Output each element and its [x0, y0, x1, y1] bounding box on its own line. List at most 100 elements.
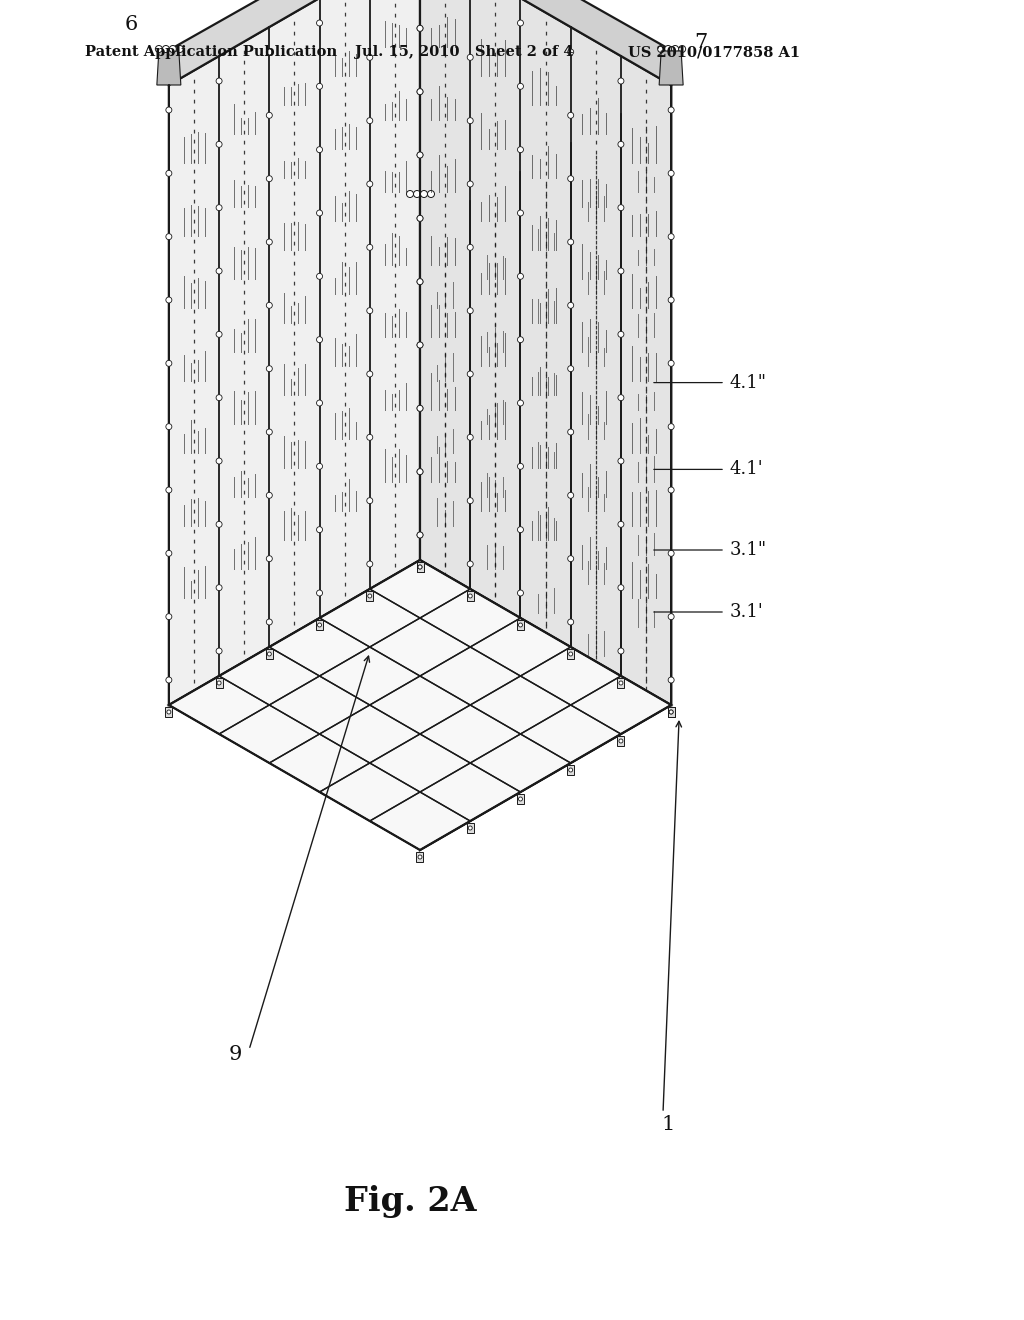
Circle shape — [617, 268, 624, 275]
Circle shape — [421, 190, 427, 198]
Circle shape — [517, 527, 523, 533]
Text: Patent Application Publication: Patent Application Publication — [85, 45, 337, 59]
Circle shape — [316, 83, 323, 90]
Circle shape — [668, 107, 674, 114]
Circle shape — [216, 458, 222, 465]
Circle shape — [467, 561, 473, 568]
Circle shape — [266, 49, 272, 55]
Circle shape — [418, 855, 422, 859]
Circle shape — [216, 78, 222, 84]
Polygon shape — [420, 53, 676, 230]
Circle shape — [166, 360, 172, 367]
Text: Fig. 2A: Fig. 2A — [344, 1185, 476, 1218]
Circle shape — [216, 331, 222, 338]
Circle shape — [166, 297, 172, 304]
Text: 3.1": 3.1" — [730, 541, 767, 558]
Circle shape — [567, 239, 573, 246]
Circle shape — [468, 594, 472, 598]
Text: 6: 6 — [124, 16, 137, 34]
Text: US 2010/0177858 A1: US 2010/0177858 A1 — [628, 45, 800, 59]
Polygon shape — [408, 195, 432, 230]
Circle shape — [668, 424, 674, 430]
Polygon shape — [169, 560, 671, 850]
Circle shape — [467, 498, 473, 504]
Circle shape — [417, 469, 423, 475]
Polygon shape — [164, 53, 420, 230]
Text: 4.1": 4.1" — [730, 374, 767, 392]
Circle shape — [467, 181, 473, 187]
Circle shape — [672, 45, 679, 53]
Polygon shape — [169, 0, 420, 705]
Circle shape — [367, 244, 373, 251]
Circle shape — [417, 25, 423, 32]
Circle shape — [316, 463, 323, 470]
Text: 7: 7 — [694, 33, 708, 53]
Circle shape — [617, 585, 624, 590]
Circle shape — [367, 561, 373, 568]
Circle shape — [166, 234, 172, 240]
Circle shape — [367, 117, 373, 124]
Circle shape — [567, 49, 573, 55]
Circle shape — [266, 429, 272, 436]
Text: 3.1': 3.1' — [730, 603, 764, 620]
Circle shape — [665, 45, 672, 53]
Polygon shape — [216, 678, 222, 688]
Circle shape — [517, 20, 523, 26]
Circle shape — [567, 492, 573, 499]
Circle shape — [417, 215, 423, 222]
Circle shape — [467, 434, 473, 441]
Circle shape — [176, 45, 183, 53]
Circle shape — [266, 619, 272, 624]
Circle shape — [417, 405, 423, 412]
Polygon shape — [420, 84, 671, 850]
Circle shape — [367, 181, 373, 187]
Polygon shape — [417, 562, 424, 572]
Circle shape — [657, 45, 665, 53]
Circle shape — [417, 88, 423, 95]
Text: Jul. 15, 2010   Sheet 2 of 4: Jul. 15, 2010 Sheet 2 of 4 — [355, 45, 573, 59]
Circle shape — [166, 550, 172, 556]
Circle shape — [166, 487, 172, 492]
Circle shape — [668, 234, 674, 240]
Circle shape — [167, 710, 171, 714]
Circle shape — [467, 308, 473, 314]
Circle shape — [266, 302, 272, 309]
Circle shape — [163, 45, 169, 53]
Circle shape — [417, 152, 423, 158]
Polygon shape — [417, 851, 424, 862]
Circle shape — [517, 400, 523, 407]
Circle shape — [417, 532, 423, 539]
Circle shape — [617, 205, 624, 211]
Circle shape — [216, 205, 222, 211]
Polygon shape — [420, 0, 676, 84]
Polygon shape — [467, 822, 474, 833]
Circle shape — [169, 45, 176, 53]
Circle shape — [316, 590, 323, 597]
Circle shape — [266, 366, 272, 372]
Circle shape — [216, 585, 222, 590]
Circle shape — [417, 532, 423, 539]
Circle shape — [317, 623, 322, 627]
Circle shape — [668, 360, 674, 367]
Circle shape — [156, 45, 163, 53]
Circle shape — [266, 556, 272, 562]
Circle shape — [567, 429, 573, 436]
Circle shape — [668, 677, 674, 682]
Circle shape — [567, 366, 573, 372]
Polygon shape — [517, 795, 524, 804]
Circle shape — [367, 54, 373, 61]
Circle shape — [668, 297, 674, 304]
Circle shape — [267, 652, 271, 656]
Circle shape — [617, 141, 624, 148]
Polygon shape — [617, 678, 625, 688]
Circle shape — [567, 176, 573, 182]
Circle shape — [166, 677, 172, 682]
Circle shape — [316, 20, 323, 26]
Circle shape — [517, 273, 523, 280]
Polygon shape — [659, 51, 683, 84]
Circle shape — [266, 176, 272, 182]
Polygon shape — [617, 737, 625, 746]
Polygon shape — [316, 620, 323, 630]
Circle shape — [367, 434, 373, 441]
Circle shape — [517, 590, 523, 597]
